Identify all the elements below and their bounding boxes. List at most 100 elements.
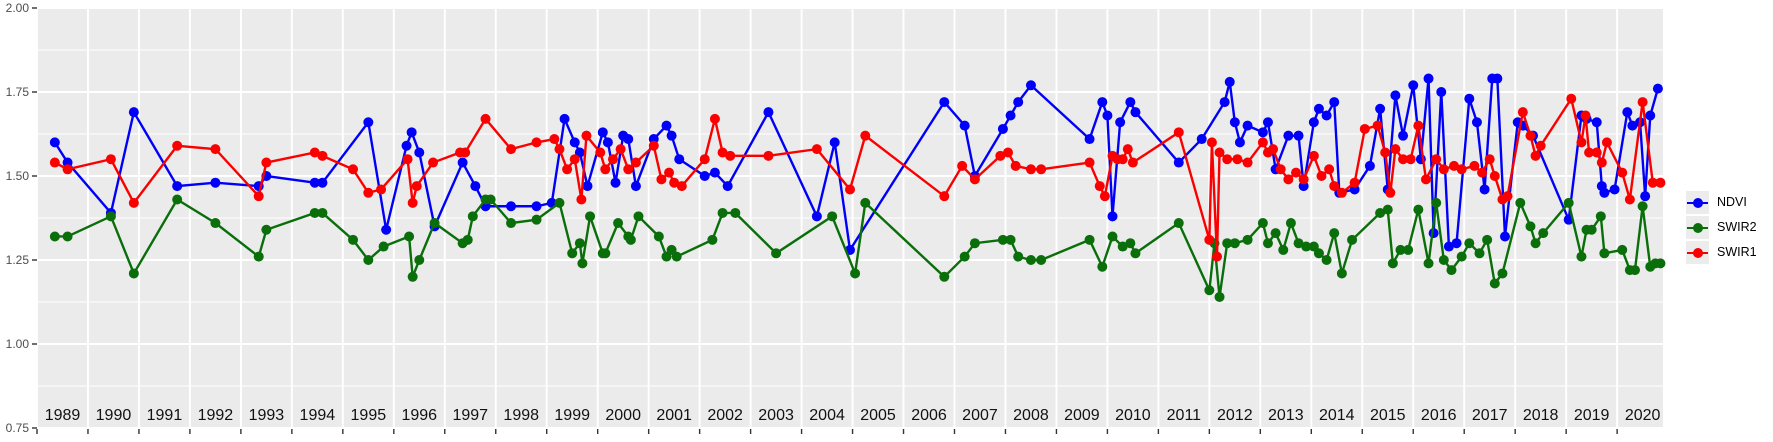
legend-item-ndvi: NDVI	[1686, 191, 1757, 214]
data-point-SWIR2	[1586, 224, 1597, 235]
data-point-SWIR1	[969, 174, 980, 185]
data-point-SWIR1	[531, 137, 542, 148]
data-point-SWIR1	[576, 194, 587, 205]
data-point-SWIR1	[845, 184, 855, 195]
data-point-SWIR2	[429, 218, 440, 229]
data-point-SWIR1	[709, 113, 720, 124]
data-point-SWIR1	[1025, 164, 1036, 175]
data-point-SWIR1	[554, 144, 565, 155]
data-point-NDVI	[811, 211, 822, 222]
data-point-SWIR1	[549, 134, 560, 145]
y-axis-tick-label: 1.50	[6, 169, 30, 183]
data-point-NDVI	[172, 181, 183, 192]
data-point-SWIR1	[1036, 164, 1047, 175]
data-point-SWIR2	[1382, 204, 1393, 215]
x-axis-year-label: 1994	[300, 407, 336, 424]
data-point-NDVI	[1125, 97, 1136, 108]
data-point-NDVI	[309, 177, 320, 188]
x-axis-year-label: 2019	[1574, 407, 1610, 424]
data-point-SWIR2	[253, 251, 264, 262]
data-point-NDVI	[1084, 134, 1095, 145]
data-point-SWIR2	[1395, 244, 1406, 255]
data-point-SWIR2	[959, 251, 970, 262]
data-point-SWIR2	[1563, 197, 1574, 208]
data-point-SWIR1	[1117, 154, 1128, 165]
data-point-SWIR2	[1173, 218, 1184, 229]
data-point-NDVI	[531, 201, 542, 212]
data-point-SWIR1	[725, 150, 736, 161]
data-point-SWIR2	[1387, 258, 1398, 269]
data-point-SWIR2	[1222, 238, 1233, 249]
data-point-NDVI	[1408, 80, 1419, 91]
data-point-NDVI	[1364, 160, 1375, 171]
data-point-SWIR2	[1293, 238, 1304, 249]
data-point-SWIR2	[554, 197, 565, 208]
x-axis-year-label: 1991	[147, 407, 183, 424]
data-point-SWIR1	[1003, 147, 1014, 158]
data-point-SWIR2	[1097, 261, 1108, 272]
data-point-SWIR1	[1617, 167, 1628, 178]
data-point-SWIR1	[699, 154, 710, 165]
x-axis-year-label: 2014	[1319, 407, 1355, 424]
data-point-SWIR1	[1566, 93, 1577, 104]
x-axis-year-label: 2012	[1217, 407, 1253, 424]
data-point-SWIR1	[1517, 107, 1528, 118]
data-point-SWIR2	[1242, 234, 1253, 245]
series-SWIR1	[49, 93, 1666, 262]
data-point-SWIR1	[1413, 120, 1424, 131]
data-point-NDVI	[582, 181, 593, 192]
data-point-NDVI	[1107, 211, 1118, 222]
data-point-NDVI	[381, 224, 392, 235]
data-point-SWIR1	[1232, 154, 1243, 165]
data-point-SWIR1	[1420, 174, 1431, 185]
data-point-SWIR1	[1084, 157, 1095, 168]
data-point-SWIR2	[1125, 238, 1136, 249]
data-point-SWIR1	[49, 157, 60, 168]
data-point-SWIR2	[1637, 201, 1648, 212]
legend-key-swir2-icon	[1686, 216, 1709, 239]
x-axis-year-label: 2011	[1167, 407, 1202, 424]
data-point-SWIR2	[1130, 248, 1141, 259]
data-point-SWIR1	[581, 130, 592, 141]
data-point-NDVI	[1257, 127, 1268, 138]
data-point-SWIR1	[1591, 147, 1602, 158]
data-point-SWIR1	[669, 177, 680, 188]
data-point-SWIR1	[411, 181, 422, 192]
data-point-NDVI	[997, 123, 1008, 134]
data-point-SWIR2	[827, 211, 838, 222]
data-point-SWIR2	[62, 231, 73, 242]
data-point-SWIR1	[630, 157, 641, 168]
data-point-NDVI	[763, 107, 774, 118]
legend-key-ndvi-icon	[1686, 191, 1709, 214]
data-point-SWIR1	[1268, 144, 1279, 155]
x-axis-year-label: 1995	[351, 407, 387, 424]
data-point-SWIR1	[1525, 130, 1536, 141]
data-point-NDVI	[1242, 120, 1253, 131]
data-point-NDVI	[1329, 97, 1340, 108]
data-point-SWIR2	[600, 248, 611, 259]
data-point-SWIR2	[1655, 258, 1666, 269]
data-point-NDVI	[674, 154, 685, 165]
data-point-NDVI	[1173, 157, 1184, 168]
data-point-NDVI	[1645, 110, 1656, 121]
data-point-SWIR1	[1390, 144, 1401, 155]
data-point-SWIR2	[1576, 251, 1587, 262]
data-point-SWIR1	[1349, 177, 1360, 188]
data-point-SWIR2	[1262, 238, 1273, 249]
data-point-SWIR2	[1446, 265, 1457, 276]
legend-key-swir1-icon	[1686, 241, 1709, 264]
data-point-SWIR1	[1580, 110, 1591, 121]
data-point-SWIR2	[105, 211, 116, 222]
x-axis-year-label: 2008	[1013, 407, 1049, 424]
data-point-SWIR1	[62, 164, 73, 175]
data-point-NDVI	[1398, 130, 1409, 141]
x-axis-year-label: 2017	[1472, 407, 1508, 424]
x-axis-year-label: 2000	[605, 407, 641, 424]
data-point-SWIR2	[1431, 197, 1442, 208]
legend-item-swir1: SWIR1	[1686, 241, 1757, 264]
data-point-NDVI	[1097, 97, 1108, 108]
data-point-NDVI	[506, 201, 517, 212]
data-point-SWIR2	[1423, 258, 1434, 269]
data-point-SWIR2	[1375, 207, 1386, 218]
data-point-SWIR1	[1214, 147, 1225, 158]
